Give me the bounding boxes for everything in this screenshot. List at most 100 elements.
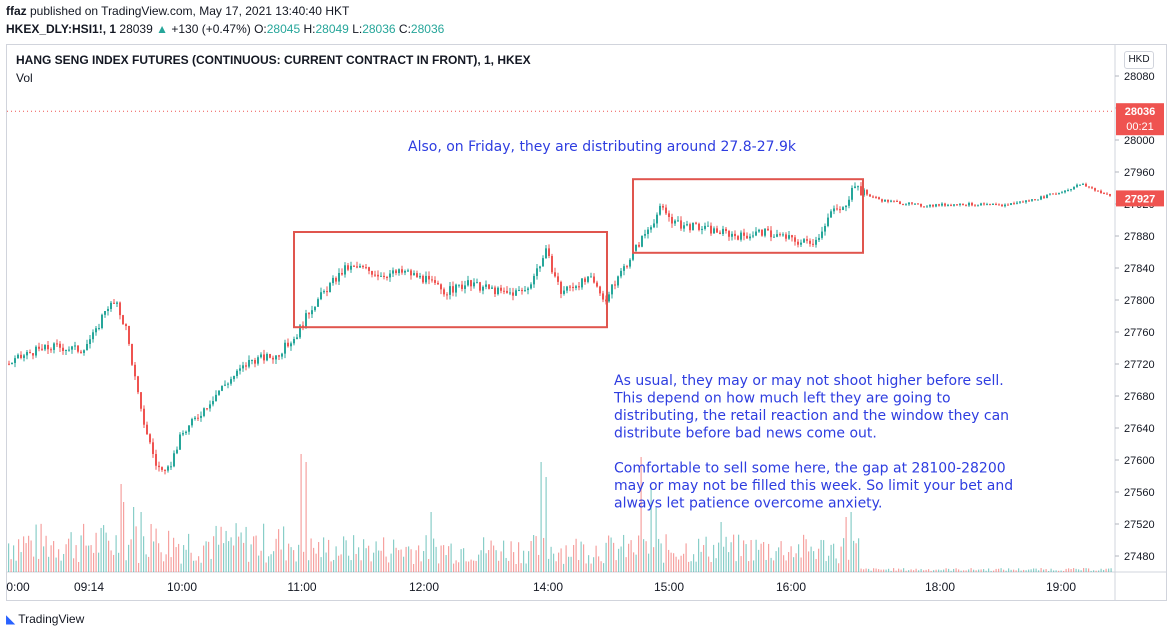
candle <box>458 284 460 288</box>
volume-bar <box>533 535 535 572</box>
x-tick-label: 10:00 <box>167 580 197 594</box>
volume-bar <box>818 548 820 572</box>
volume-bar <box>518 542 520 572</box>
candle <box>155 449 157 470</box>
candle-body <box>1097 190 1099 192</box>
candle <box>842 206 844 211</box>
volume-bar <box>888 568 890 572</box>
volume-bar <box>40 523 42 572</box>
candle-body <box>404 271 406 273</box>
volume-bar <box>1058 570 1060 572</box>
volume-bar <box>585 563 587 572</box>
currency-badge[interactable]: HKD <box>1124 51 1154 69</box>
volume-bar <box>1045 569 1047 572</box>
candle <box>1022 200 1024 203</box>
volume-bar <box>903 568 905 572</box>
volume-bar <box>925 569 927 572</box>
tradingview-logo[interactable]: ◣ TradingView <box>6 612 84 626</box>
candle-body <box>1067 190 1069 192</box>
candle-body <box>1085 183 1087 187</box>
volume-bar <box>310 538 312 572</box>
candle-body <box>536 268 538 276</box>
volume-bar <box>425 535 427 572</box>
candle <box>557 272 559 285</box>
volume-bar <box>708 556 710 572</box>
candle-body <box>677 220 679 222</box>
candle-body <box>896 200 898 202</box>
candle-body <box>431 279 433 281</box>
candle-body <box>692 222 694 231</box>
analysis-note: As usual, they may or may not shoot high… <box>613 373 1013 512</box>
candle <box>638 242 640 248</box>
candle-body <box>245 365 247 367</box>
candle-body <box>833 208 835 212</box>
volume-bar <box>245 526 247 572</box>
volume-bar <box>410 549 412 572</box>
volume-bar <box>795 553 797 572</box>
candle-body <box>758 229 760 232</box>
countdown-label: 00:21 <box>1126 121 1154 133</box>
volume-bar <box>553 553 555 572</box>
change: +130 (+0.47%) <box>171 22 251 36</box>
volume-bar <box>648 553 650 572</box>
candle-body <box>941 203 943 206</box>
candle <box>131 343 133 366</box>
candle-body <box>977 205 979 207</box>
candle-body <box>698 223 700 230</box>
candle-body <box>23 355 25 358</box>
candle-body <box>809 240 811 244</box>
volume-bar <box>1030 569 1032 572</box>
volume-bar <box>328 539 330 572</box>
candle <box>1106 192 1108 195</box>
candle-body <box>284 342 286 354</box>
volume-bar <box>598 556 600 572</box>
candle <box>128 325 130 346</box>
candle-body <box>413 273 415 276</box>
volume-bar <box>263 523 265 572</box>
candle <box>56 339 58 347</box>
candle <box>461 280 463 292</box>
volume-bar <box>298 544 300 572</box>
candle <box>500 284 502 294</box>
candle <box>563 286 565 296</box>
candle-body <box>506 290 508 293</box>
volume-bar <box>435 546 437 572</box>
candle <box>476 278 478 284</box>
candle-body <box>839 209 841 211</box>
volume-bar <box>238 536 240 572</box>
candle-body <box>755 231 757 236</box>
volume-bar <box>343 536 345 572</box>
candle-body <box>842 207 844 210</box>
volume-bar <box>600 561 602 572</box>
volume-bar <box>348 555 350 572</box>
volume-bar <box>688 561 690 572</box>
candle-body <box>134 364 136 377</box>
candle <box>410 268 412 280</box>
candle-body <box>686 224 688 226</box>
volume-bar <box>905 570 907 572</box>
volume-bar <box>398 550 400 572</box>
volume-bar <box>785 560 787 572</box>
candle-body <box>350 265 352 270</box>
volume-bar <box>483 537 485 572</box>
candle <box>335 276 337 285</box>
candle <box>836 204 838 211</box>
candle <box>620 268 622 279</box>
volume-bar <box>268 556 270 572</box>
candle <box>350 261 352 273</box>
volume-bar <box>223 543 225 572</box>
candle <box>86 339 88 351</box>
candle-body <box>965 205 967 207</box>
candle-body <box>905 204 907 206</box>
candle-body <box>1058 192 1060 194</box>
candle-body <box>371 270 373 275</box>
volume-bar <box>283 526 285 572</box>
candle-body <box>791 235 793 238</box>
candle <box>917 202 919 205</box>
candle-body <box>929 204 931 207</box>
candle-body <box>815 239 817 245</box>
candle-body <box>263 354 265 361</box>
candle <box>1001 203 1003 207</box>
candle-body <box>1103 193 1105 195</box>
